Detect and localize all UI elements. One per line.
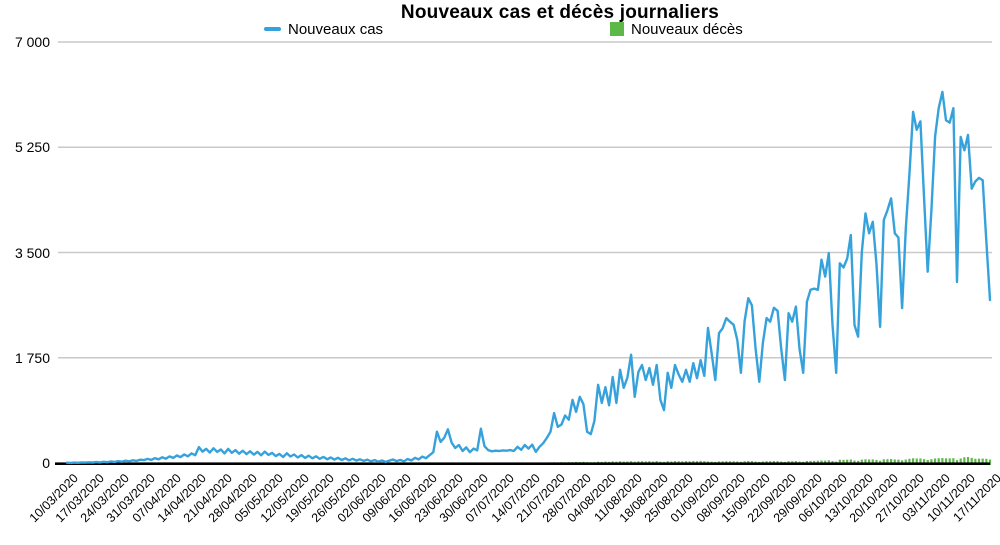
legend-deaths-label: Nouveaux décès [631, 20, 743, 38]
legend-item-deaths: Nouveaux décès [610, 20, 743, 38]
y-tick-label: 7 000 [14, 34, 50, 50]
deaths-bar-swatch-icon [610, 22, 624, 36]
cases-line-swatch-icon [264, 27, 281, 31]
y-tick-label: 5 250 [14, 139, 50, 156]
y-tick-label: 0 [42, 455, 50, 471]
legend-item-cases: Nouveaux cas [264, 20, 383, 38]
y-tick-label: 1 750 [14, 349, 50, 366]
y-tick-label: 3 500 [14, 244, 50, 261]
cases-line [65, 90, 992, 465]
legend-cases-label: Nouveaux cas [288, 20, 384, 38]
x-axis-line [55, 462, 990, 465]
chart-title: Nouveaux cas et décès journaliers [400, 2, 720, 23]
